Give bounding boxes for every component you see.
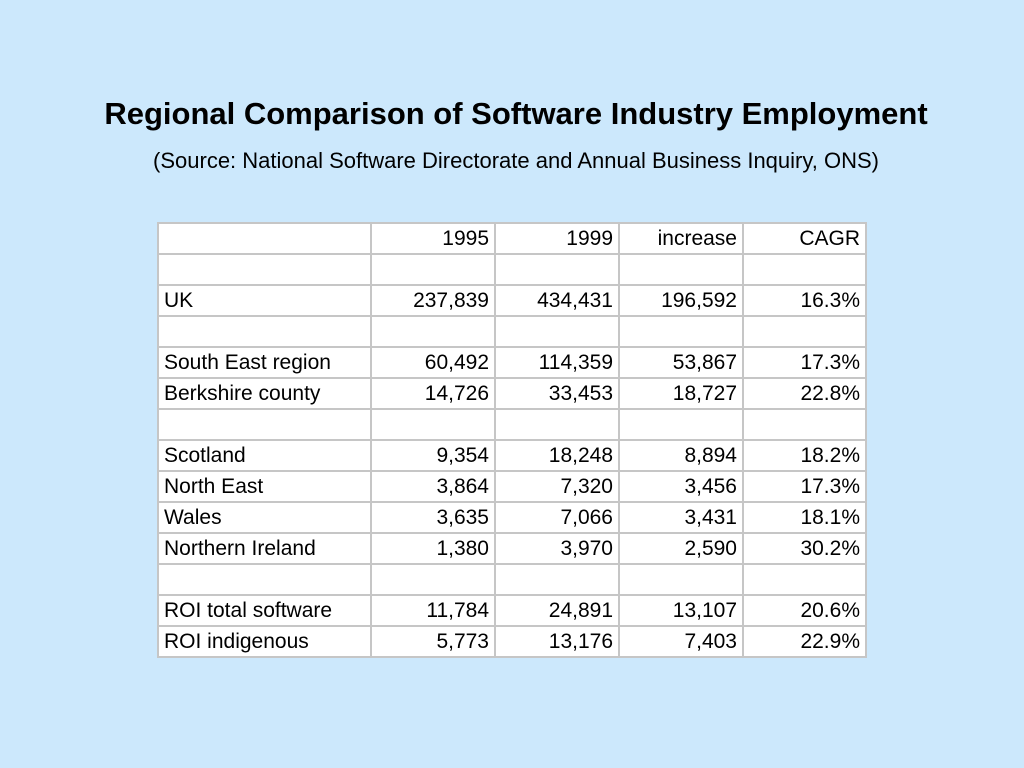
table-row: UK 237,839 434,431 196,592 16.3% (157, 284, 867, 317)
region-cell: North East (157, 470, 372, 503)
table-row: ROI indigenous 5,773 13,176 7,403 22.9% (157, 625, 867, 658)
value-cell: 5,773 (370, 625, 496, 658)
table-row: ROI total software 11,784 24,891 13,107 20.6… (157, 594, 867, 627)
value-cell: 8,894 (618, 439, 744, 472)
table-row: Wales 3,635 7,066 3,431 18.1% (157, 501, 867, 534)
slide-subtitle: (Source: National Software Directorate a… (153, 148, 879, 173)
value-cell: 18.2% (742, 439, 867, 472)
value-cell (370, 315, 496, 348)
value-cell: 434,431 (494, 284, 620, 317)
region-cell (157, 563, 372, 596)
table-spacer-row (157, 253, 867, 286)
value-cell (742, 563, 867, 596)
value-cell: 9,354 (370, 439, 496, 472)
table-body: 1995 1999 increase CAGR UK 237,839 434,431… (157, 222, 867, 658)
region-cell: South East region (157, 346, 372, 379)
value-cell: 3,456 (618, 470, 744, 503)
value-cell: 114,359 (494, 346, 620, 379)
value-cell (370, 253, 496, 286)
table-row: South East region 60,492 114,359 53,867 17.3… (157, 346, 867, 379)
value-cell: 196,592 (618, 284, 744, 317)
region-cell (157, 315, 372, 348)
value-cell: 18,248 (494, 439, 620, 472)
header-cell: 1999 (494, 222, 620, 255)
value-cell: 30.2% (742, 532, 867, 565)
table-spacer-row (157, 315, 867, 348)
value-cell: 7,066 (494, 501, 620, 534)
table-spacer-row (157, 563, 867, 596)
table-spacer-row (157, 408, 867, 441)
region-cell (157, 253, 372, 286)
value-cell: 60,492 (370, 346, 496, 379)
value-cell: 17.3% (742, 346, 867, 379)
value-cell (370, 408, 496, 441)
value-cell: 14,726 (370, 377, 496, 410)
table-row: Northern Ireland 1,380 3,970 2,590 30.2% (157, 532, 867, 565)
table-row: Berkshire county 14,726 33,453 18,727 22.8% (157, 377, 867, 410)
header-cell: CAGR (742, 222, 867, 255)
value-cell: 33,453 (494, 377, 620, 410)
value-cell: 11,784 (370, 594, 496, 627)
value-cell (494, 408, 620, 441)
region-cell: ROI indigenous (157, 625, 372, 658)
value-cell: 2,590 (618, 532, 744, 565)
region-cell: Wales (157, 501, 372, 534)
value-cell (494, 253, 620, 286)
value-cell: 13,107 (618, 594, 744, 627)
value-cell (618, 315, 744, 348)
value-cell (618, 253, 744, 286)
value-cell: 3,431 (618, 501, 744, 534)
value-cell: 53,867 (618, 346, 744, 379)
value-cell: 1,380 (370, 532, 496, 565)
region-cell: ROI total software (157, 594, 372, 627)
table-header-row: 1995 1999 increase CAGR (157, 222, 867, 255)
employment-table: 1995 1999 increase CAGR UK 237,839 434,431… (157, 222, 867, 658)
value-cell: 7,403 (618, 625, 744, 658)
header-cell: 1995 (370, 222, 496, 255)
value-cell: 13,176 (494, 625, 620, 658)
value-cell: 22.9% (742, 625, 867, 658)
value-cell: 3,970 (494, 532, 620, 565)
value-cell (742, 408, 867, 441)
value-cell: 20.6% (742, 594, 867, 627)
value-cell (618, 408, 744, 441)
value-cell (742, 315, 867, 348)
table-row: Scotland 9,354 18,248 8,894 18.2% (157, 439, 867, 472)
value-cell: 17.3% (742, 470, 867, 503)
region-cell (157, 408, 372, 441)
value-cell: 3,864 (370, 470, 496, 503)
table-row: North East 3,864 7,320 3,456 17.3% (157, 470, 867, 503)
header-cell: increase (618, 222, 744, 255)
value-cell: 237,839 (370, 284, 496, 317)
value-cell (370, 563, 496, 596)
value-cell (742, 253, 867, 286)
value-cell: 18.1% (742, 501, 867, 534)
value-cell (494, 563, 620, 596)
region-cell: Berkshire county (157, 377, 372, 410)
value-cell (494, 315, 620, 348)
header-cell (157, 222, 372, 255)
value-cell: 24,891 (494, 594, 620, 627)
region-cell: Scotland (157, 439, 372, 472)
region-cell: Northern Ireland (157, 532, 372, 565)
value-cell: 22.8% (742, 377, 867, 410)
value-cell: 16.3% (742, 284, 867, 317)
region-cell: UK (157, 284, 372, 317)
value-cell: 7,320 (494, 470, 620, 503)
value-cell: 18,727 (618, 377, 744, 410)
slide-title: Regional Comparison of Software Industry… (104, 96, 928, 131)
value-cell (618, 563, 744, 596)
value-cell: 3,635 (370, 501, 496, 534)
